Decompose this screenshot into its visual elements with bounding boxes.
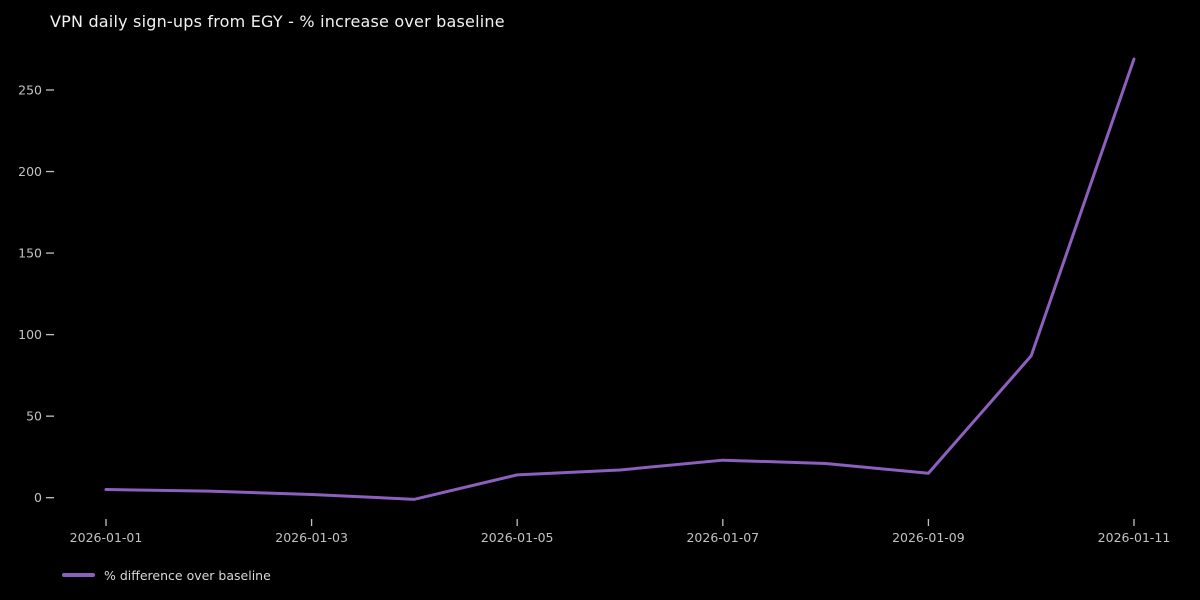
x-tick-label: 2026-01-01 [70, 530, 143, 545]
chart-title: VPN daily sign-ups from EGY - % increase… [50, 12, 505, 31]
y-tick-label: 150 [18, 246, 42, 261]
legend-line-swatch [62, 573, 95, 577]
data-line [104, 57, 1136, 501]
y-tick-label: 200 [18, 164, 42, 179]
y-tick-label: 50 [26, 409, 42, 424]
x-tick-label: 2026-01-07 [686, 530, 759, 545]
x-tick-label: 2026-01-03 [275, 530, 348, 545]
y-tick-label: 0 [34, 490, 42, 505]
y-tick-label: 250 [18, 83, 42, 98]
x-tick-label: 2026-01-05 [481, 530, 554, 545]
legend: % difference over baseline [62, 567, 271, 583]
legend-label: % difference over baseline [104, 567, 271, 583]
y-tick-label: 100 [18, 327, 42, 342]
x-tick-label: 2026-01-09 [892, 530, 965, 545]
x-tick-label: 2026-01-11 [1098, 530, 1171, 545]
